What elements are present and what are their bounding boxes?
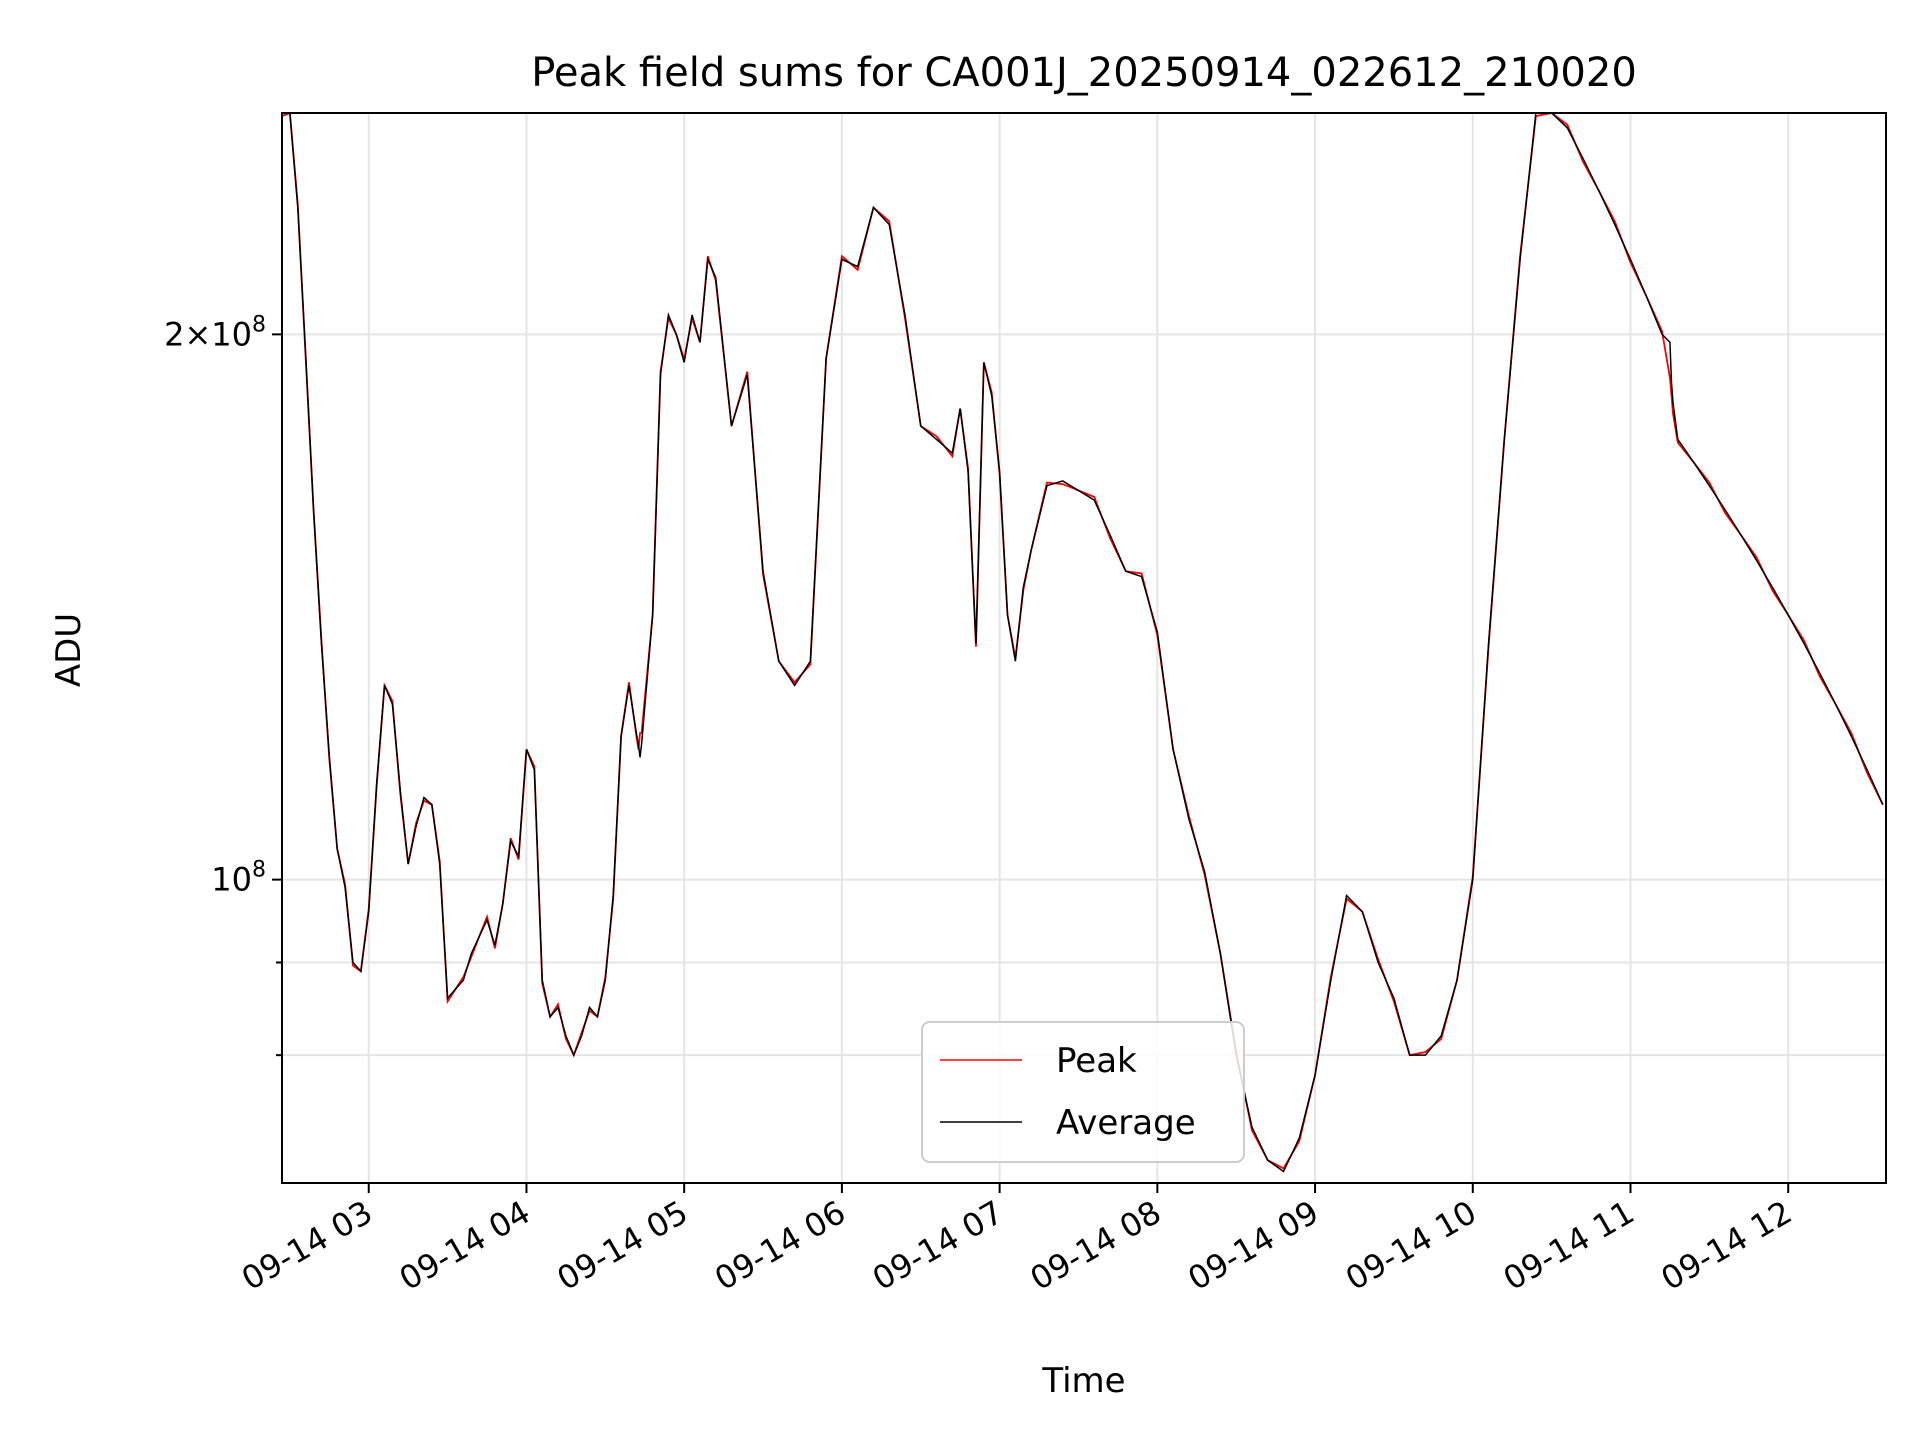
legend-box bbox=[921, 1021, 1245, 1163]
plot-frame bbox=[281, 112, 1887, 1184]
x-tick-label: 09-14 06 bbox=[708, 1193, 852, 1298]
legend: Peak Average bbox=[921, 1021, 1245, 1163]
y-tick-label: 2×108 bbox=[164, 312, 266, 353]
x-tick-label: 09-14 08 bbox=[1024, 1193, 1168, 1298]
legend-label-peak: Peak bbox=[1056, 1041, 1137, 1081]
y-tick-label: 108 bbox=[211, 858, 266, 899]
x-axis-label: Time bbox=[1041, 1361, 1125, 1401]
x-tick-label: 09-14 11 bbox=[1497, 1193, 1641, 1298]
y-axis-label: ADU bbox=[49, 613, 89, 687]
y-axis: 2×108 108 bbox=[164, 312, 282, 1057]
x-tick-label: 09-14 09 bbox=[1181, 1193, 1325, 1298]
x-tick-label: 09-14 05 bbox=[551, 1193, 695, 1298]
x-tick-label: 09-14 03 bbox=[235, 1193, 379, 1298]
x-axis: 09-14 03 09-14 04 09-14 05 09-14 06 09-14 07… bbox=[235, 1183, 1798, 1298]
series-line-average bbox=[282, 113, 1884, 1173]
x-tick-label: 09-14 10 bbox=[1339, 1193, 1483, 1298]
series-layer bbox=[282, 113, 1884, 1173]
x-tick-label: 09-14 12 bbox=[1655, 1193, 1799, 1298]
x-tick-label: 09-14 04 bbox=[393, 1193, 537, 1298]
x-tick-label: 09-14 07 bbox=[866, 1193, 1010, 1298]
chart-title: Peak field sums for CA001J_20250914_0226… bbox=[531, 50, 1637, 96]
legend-label-average: Average bbox=[1056, 1103, 1196, 1143]
series-line-peak bbox=[282, 113, 1884, 1170]
